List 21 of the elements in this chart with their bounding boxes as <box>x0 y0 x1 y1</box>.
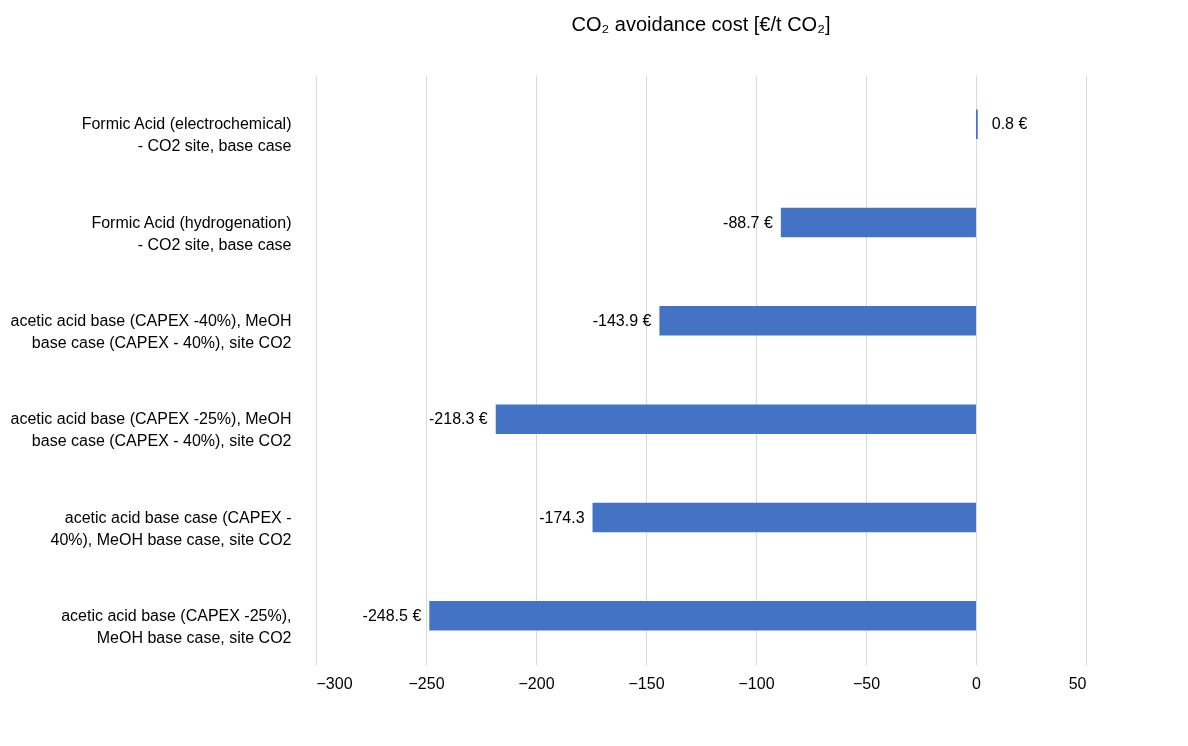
x-tick-label: −300 <box>316 674 353 692</box>
y-tick-label: Formic Acid (hydrogenation) - CO2 site, base case <box>91 213 292 253</box>
data-label: -88.7 € <box>723 213 773 231</box>
y-tick-label: acetic acid base (CAPEX -25%), MeOH base case (CAPEX - 40%), site CO2 <box>10 410 292 450</box>
x-tick-label: 50 <box>1068 674 1087 692</box>
data-label: -174.3 <box>539 508 585 526</box>
x-tick-label: −100 <box>738 674 775 692</box>
chart-title: CO₂ avoidance cost [€/t CO₂] <box>571 13 831 35</box>
x-tick-label: −200 <box>518 674 555 692</box>
y-tick-label: acetic acid base case (CAPEX - 40%), MeOH base case, site CO2 <box>50 508 292 548</box>
data-label: 0.8 € <box>991 115 1028 133</box>
data-label: -248.5 € <box>362 606 422 624</box>
x-tick-label: −50 <box>852 674 881 692</box>
y-tick-label: acetic acid base (CAPEX -40%), MeOH base case (CAPEX - 40%), site CO2 <box>10 311 292 351</box>
y-tick-label: Formic Acid (electrochemical) - CO2 site, base case <box>81 115 292 155</box>
data-label: -143.9 € <box>592 311 652 329</box>
x-tick-label: −250 <box>408 674 445 692</box>
y-tick-label: acetic acid base (CAPEX -25%), MeOH base case, site CO2 <box>61 606 292 646</box>
x-tick-label: 0 <box>972 674 982 692</box>
x-tick-label: −150 <box>628 674 665 692</box>
data-label: -218.3 € <box>429 410 488 428</box>
